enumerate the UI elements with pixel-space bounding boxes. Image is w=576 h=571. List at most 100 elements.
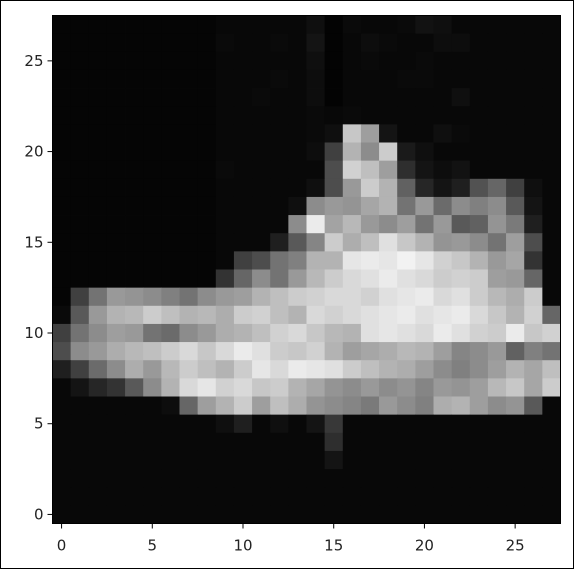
heatmap-cell (415, 378, 434, 397)
heatmap-cell (106, 160, 126, 180)
heatmap-cell (524, 233, 543, 252)
heatmap-cell (487, 505, 507, 524)
heatmap-cell (487, 15, 507, 35)
heatmap-cell (143, 414, 162, 434)
y-tick-label: 5 (34, 415, 44, 433)
heatmap-cell (70, 15, 90, 35)
heatmap-cell (233, 432, 253, 452)
heatmap-cell (306, 15, 326, 35)
heatmap-cell (106, 215, 126, 234)
heatmap-cell (233, 305, 253, 325)
heatmap-cell (106, 124, 126, 143)
heatmap-cell (270, 305, 289, 325)
heatmap-cell (252, 414, 271, 434)
heatmap-cell (252, 323, 271, 343)
heatmap-cell (451, 414, 471, 434)
heatmap-cell (415, 15, 434, 35)
heatmap-cell (451, 15, 471, 35)
heatmap-cell (106, 287, 126, 307)
heatmap-cell (415, 287, 434, 307)
heatmap-cell (161, 269, 180, 289)
heatmap-cell (379, 233, 398, 252)
heatmap-cell (70, 178, 90, 198)
heatmap-cell (52, 88, 72, 107)
heatmap-cell (379, 178, 398, 198)
heatmap-cell (161, 142, 180, 162)
heatmap-cell (433, 432, 453, 452)
heatmap-cell (125, 414, 144, 434)
heatmap-cell (143, 106, 162, 125)
heatmap-cell (125, 378, 144, 397)
heatmap-cell (542, 233, 561, 252)
heatmap-cell (433, 450, 453, 470)
heatmap-cell (143, 215, 162, 234)
heatmap-cell (70, 487, 90, 506)
heatmap-cell (360, 360, 380, 379)
heatmap-cell (397, 196, 416, 216)
heatmap-cell (487, 142, 507, 162)
heatmap-cell (88, 342, 108, 361)
heatmap-cell (52, 251, 72, 270)
heatmap-cell (542, 15, 561, 35)
heatmap-cell (506, 287, 525, 307)
heatmap-cell (52, 269, 72, 289)
heatmap-cell (506, 505, 525, 524)
heatmap-cell (451, 160, 471, 180)
heatmap-cell (197, 233, 217, 252)
heatmap-cell (524, 69, 543, 89)
heatmap-cell (360, 196, 380, 216)
heatmap-cell (469, 269, 489, 289)
heatmap-cell (179, 305, 199, 325)
heatmap-cell (451, 269, 471, 289)
heatmap-cell (215, 215, 235, 234)
heatmap-cell (506, 269, 525, 289)
heatmap-cell (469, 469, 489, 488)
heatmap-cell (506, 196, 525, 216)
heatmap-cell (215, 269, 235, 289)
heatmap-cell (215, 323, 235, 343)
heatmap-cell (306, 342, 326, 361)
heatmap-cell (360, 342, 380, 361)
heatmap-cell (506, 378, 525, 397)
heatmap-cell (542, 342, 561, 361)
heatmap-cell (288, 233, 307, 252)
heatmap-cell (197, 33, 217, 53)
heatmap-cell (52, 233, 72, 252)
heatmap-cell (433, 69, 453, 89)
heatmap-cell (415, 396, 434, 416)
heatmap-cell (451, 124, 471, 143)
heatmap-cell (233, 142, 253, 162)
heatmap-cell (397, 287, 416, 307)
heatmap-cell (215, 305, 235, 325)
heatmap-cell (415, 215, 434, 234)
heatmap-cell (433, 233, 453, 252)
heatmap-cell (215, 124, 235, 143)
heatmap-cell (233, 51, 253, 71)
heatmap-cell (542, 505, 561, 524)
heatmap-cell (215, 487, 235, 506)
heatmap-cell (360, 505, 380, 524)
heatmap-cell (125, 15, 144, 35)
heatmap-cell (179, 15, 199, 35)
heatmap-cell (70, 323, 90, 343)
heatmap-cell (524, 251, 543, 270)
heatmap-cell (379, 432, 398, 452)
heatmap-cell (161, 178, 180, 198)
y-tick-label: 25 (24, 52, 43, 70)
heatmap-cell (542, 269, 561, 289)
heatmap-cell (88, 88, 108, 107)
heatmap-cell (397, 251, 416, 270)
heatmap-cell (379, 215, 398, 234)
heatmap-cell (179, 360, 199, 379)
heatmap-cell (469, 33, 489, 53)
heatmap-cell (324, 160, 344, 180)
heatmap-cell (197, 106, 217, 125)
heatmap-cell (197, 15, 217, 35)
heatmap-cell (487, 106, 507, 125)
heatmap-cell (52, 287, 72, 307)
heatmap-cell (397, 505, 416, 524)
heatmap-cell (125, 396, 144, 416)
heatmap-cell (143, 196, 162, 216)
heatmap-cell (506, 69, 525, 89)
